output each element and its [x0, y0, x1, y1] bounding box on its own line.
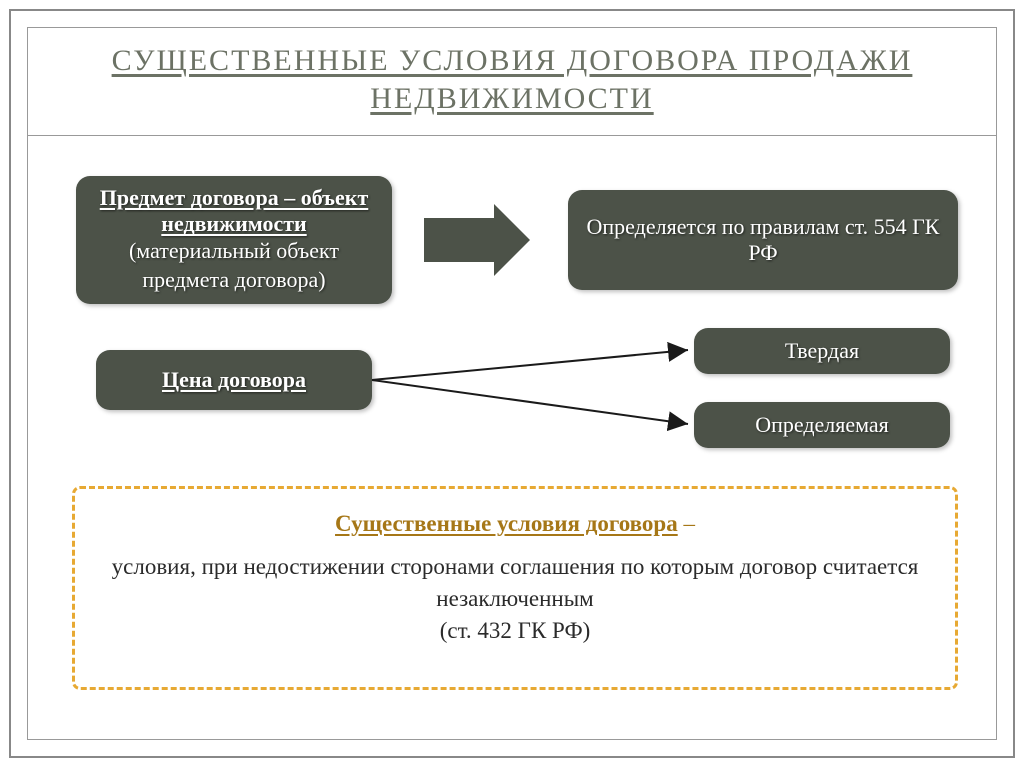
- node-det-text: Определяемая: [755, 412, 889, 437]
- callout-dash: –: [678, 511, 695, 536]
- node-determinable: Определяемая: [694, 402, 950, 448]
- slide-title: СУЩЕСТВЕННЫЕ УСЛОВИЯ ДОГОВОРА ПРОДАЖИ НЕ…: [38, 42, 986, 119]
- title-box: СУЩЕСТВЕННЫЕ УСЛОВИЯ ДОГОВОРА ПРОДАЖИ НЕ…: [28, 28, 996, 136]
- callout-heading: Существенные условия договора: [335, 511, 678, 536]
- node-price: Цена договора: [96, 350, 372, 410]
- diagram-area: Предмет договора – объект недвижимости (…: [28, 158, 996, 739]
- node-subject: Предмет договора – объект недвижимости (…: [76, 176, 392, 304]
- block-arrow-body: [424, 218, 494, 262]
- block-arrow-head: [494, 204, 530, 276]
- outer-frame: СУЩЕСТВЕННЫЕ УСЛОВИЯ ДОГОВОРА ПРОДАЖИ НЕ…: [9, 9, 1015, 758]
- callout-box: Существенные условия договора – условия,…: [72, 486, 958, 690]
- node-subject-sub: (материальный объект предмета договора): [129, 238, 339, 292]
- callout-body: условия, при недостижении сторонами согл…: [105, 551, 925, 648]
- node-firm-text: Твердая: [785, 338, 859, 363]
- node-rules-text: Определяется по правилам ст. 554 ГК РФ: [587, 214, 940, 265]
- node-subject-heading: Предмет договора – объект недвижимости: [100, 185, 369, 236]
- node-rules: Определяется по правилам ст. 554 ГК РФ: [568, 190, 958, 290]
- node-firm: Твердая: [694, 328, 950, 374]
- node-price-heading: Цена договора: [162, 367, 306, 392]
- inner-frame: СУЩЕСТВЕННЫЕ УСЛОВИЯ ДОГОВОРА ПРОДАЖИ НЕ…: [27, 27, 997, 740]
